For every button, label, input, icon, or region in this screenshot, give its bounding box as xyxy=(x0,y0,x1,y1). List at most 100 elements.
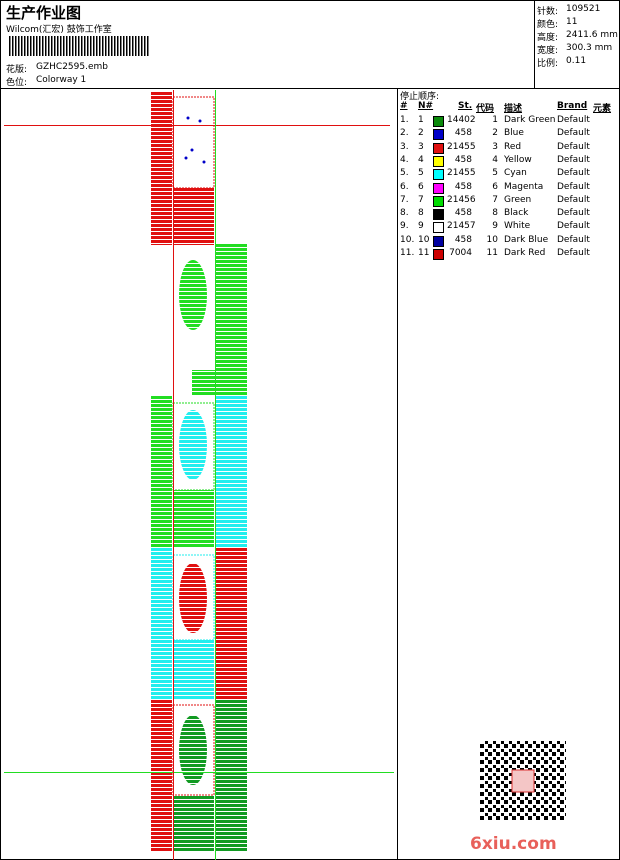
color-swatch xyxy=(433,235,444,247)
row-n: 1 xyxy=(418,115,424,125)
stat-value: 2411.6 mm xyxy=(566,30,618,40)
row-desc: Black xyxy=(504,208,529,219)
row-desc: Dark Blue xyxy=(504,234,549,245)
row-st: 21456 xyxy=(447,194,476,205)
watermark: 6xiu.com xyxy=(470,834,557,854)
table-header: St. xyxy=(458,101,473,111)
row-n: 8 xyxy=(418,208,424,219)
row-desc: Yellow xyxy=(504,154,532,165)
table-header: 代码 xyxy=(476,104,495,114)
table-header: Brand xyxy=(557,101,588,111)
row-num: 10. xyxy=(400,234,415,245)
row-brand: Default xyxy=(557,128,590,139)
color-swatch xyxy=(433,209,444,221)
color-swatch xyxy=(433,182,444,194)
row-st: 458 xyxy=(454,181,472,192)
row-brand: Default xyxy=(557,208,590,219)
row-code: 9 xyxy=(492,221,498,232)
table-header: 描述 xyxy=(504,104,523,114)
table-title: 停止顺序: xyxy=(400,92,440,102)
table-header: 元素 xyxy=(593,104,612,114)
color-swatch xyxy=(433,116,444,127)
row-brand: Default xyxy=(557,248,590,258)
row-st: 21455 xyxy=(447,141,476,152)
color-swatch xyxy=(433,129,444,141)
row-num: 8. xyxy=(400,208,409,219)
row-n: 7 xyxy=(418,194,424,205)
row-n: 6 xyxy=(418,181,424,192)
row-brand: Default xyxy=(557,115,590,125)
row-st: 14402 xyxy=(447,115,476,125)
row-num: 4. xyxy=(400,154,409,165)
row-code: 11 xyxy=(486,248,498,258)
row-n: 5 xyxy=(418,168,424,179)
row-n: 3 xyxy=(418,141,424,152)
row-num: 11. xyxy=(400,248,415,258)
row-desc: Green xyxy=(504,194,532,205)
row-num: 6. xyxy=(400,181,409,192)
row-num: 2. xyxy=(400,128,409,139)
row-n: 2 xyxy=(418,128,424,139)
row-n: 9 xyxy=(418,221,424,232)
row-st: 458 xyxy=(454,208,472,219)
row-code: 2 xyxy=(492,128,498,139)
row-n: 10 xyxy=(418,234,430,245)
design: GZHC2595.emb xyxy=(36,62,108,72)
software: Wilcom(汇宏) 鼓饰工作室 xyxy=(6,25,112,35)
stat-label: 比例: xyxy=(537,59,559,69)
color-swatch xyxy=(433,169,444,181)
color-swatch xyxy=(433,222,444,234)
row-brand: Default xyxy=(557,221,590,232)
stat-value: 0.11 xyxy=(566,56,587,66)
row-st: 458 xyxy=(454,234,472,245)
row-code: 4 xyxy=(492,154,498,165)
row-st: 7004 xyxy=(449,248,472,258)
row-desc: White xyxy=(504,221,531,232)
design-label: 花版: xyxy=(6,65,28,75)
row-n: 4 xyxy=(418,154,424,165)
stat-label: 高度: xyxy=(537,33,559,43)
row-code: 6 xyxy=(492,181,498,192)
stat-value: 11 xyxy=(566,17,578,27)
row-num: 7. xyxy=(400,194,409,205)
row-brand: Default xyxy=(557,181,590,192)
row-brand: Default xyxy=(557,168,590,179)
stat-label: 颜色: xyxy=(537,20,559,30)
row-num: 9. xyxy=(400,221,409,232)
row-n: 11 xyxy=(418,248,430,258)
row-code: 1 xyxy=(492,115,498,125)
row-desc: Dark Red xyxy=(504,248,546,258)
stat-value: 109521 xyxy=(566,4,601,14)
stat-label: 针数: xyxy=(537,7,559,17)
title: 生产作业图 xyxy=(6,4,82,22)
row-brand: Default xyxy=(557,234,590,245)
row-code: 10 xyxy=(486,234,498,245)
color-swatch xyxy=(433,195,444,207)
row-code: 3 xyxy=(492,141,498,152)
color-swatch xyxy=(433,155,444,167)
row-num: 3. xyxy=(400,141,409,152)
color-swatch xyxy=(433,249,444,260)
row-desc: Dark Green xyxy=(504,115,556,125)
table-header: # xyxy=(400,101,408,111)
row-brand: Default xyxy=(557,141,590,152)
row-st: 21457 xyxy=(447,221,476,232)
row-num: 5. xyxy=(400,168,409,179)
row-st: 21455 xyxy=(447,168,476,179)
row-code: 7 xyxy=(492,194,498,205)
row-st: 458 xyxy=(454,154,472,165)
colorway: Colorway 1 xyxy=(36,75,87,85)
table-header: N# xyxy=(418,101,434,111)
row-desc: Red xyxy=(504,141,522,152)
row-num: 1. xyxy=(400,115,409,125)
color-swatch xyxy=(433,142,444,154)
row-desc: Magenta xyxy=(504,181,544,192)
row-desc: Cyan xyxy=(504,168,527,179)
row-desc: Blue xyxy=(504,128,524,139)
stat-value: 300.3 mm xyxy=(566,43,613,53)
row-code: 5 xyxy=(492,168,498,179)
row-code: 8 xyxy=(492,208,498,219)
row-brand: Default xyxy=(557,194,590,205)
